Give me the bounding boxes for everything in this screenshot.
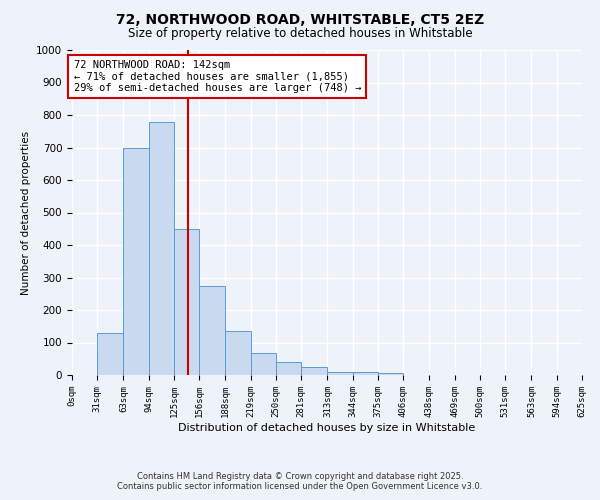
X-axis label: Distribution of detached houses by size in Whitstable: Distribution of detached houses by size … (178, 422, 476, 432)
Bar (124, 148, 149, 375)
Bar (378, 374, 403, 375)
Text: 72, NORTHWOOD ROAD, WHITSTABLE, CT5 2EZ: 72, NORTHWOOD ROAD, WHITSTABLE, CT5 2EZ (116, 12, 484, 26)
Text: Contains HM Land Registry data © Crown copyright and database right 2025.
Contai: Contains HM Land Registry data © Crown c… (118, 472, 482, 491)
Bar (328, 372, 353, 375)
Bar (174, 229, 199, 375)
Y-axis label: Number of detached properties: Number of detached properties (20, 130, 31, 294)
Bar (353, 372, 378, 375)
Bar (276, 362, 301, 375)
Bar (301, 367, 326, 375)
Bar (226, 331, 251, 375)
Text: Size of property relative to detached houses in Whitstable: Size of property relative to detached ho… (128, 28, 472, 40)
Bar (149, 122, 174, 375)
Text: 72 NORTHWOOD ROAD: 142sqm
← 71% of detached houses are smaller (1,855)
29% of se: 72 NORTHWOOD ROAD: 142sqm ← 71% of detac… (74, 60, 361, 93)
Bar (251, 353, 276, 375)
Bar (97, 333, 122, 375)
Bar (199, 286, 224, 375)
